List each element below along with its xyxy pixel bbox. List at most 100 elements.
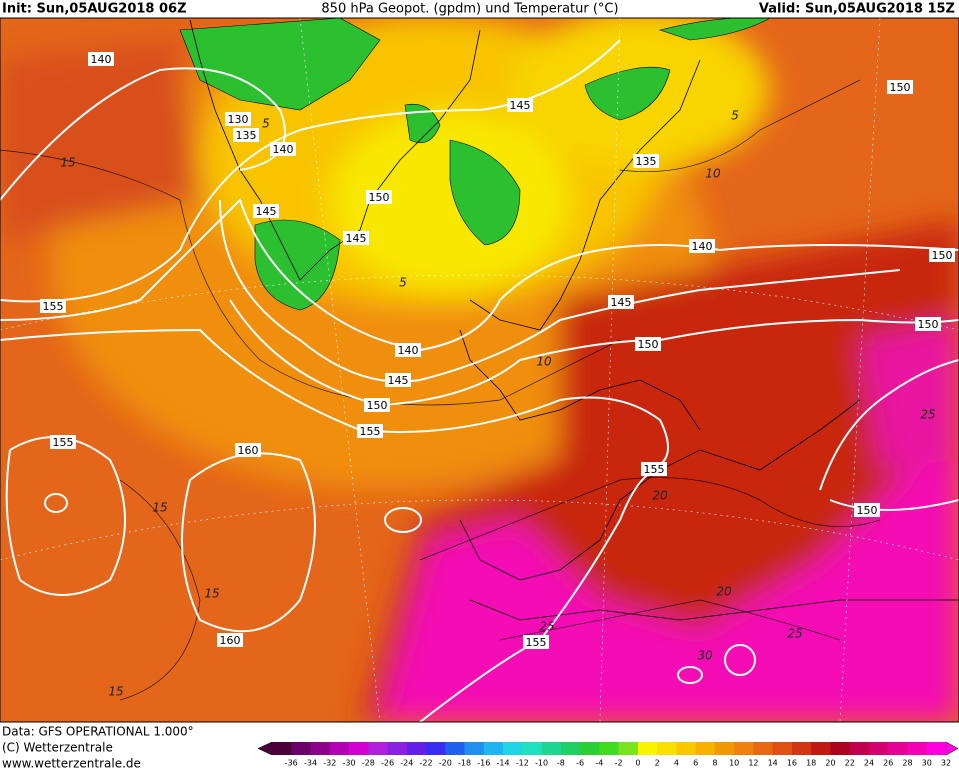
geopotential-label: 145 bbox=[611, 296, 632, 309]
colorbar-tick-label: 4 bbox=[674, 759, 679, 768]
data-source: Data: GFS OPERATIONAL 1.000° bbox=[2, 725, 194, 739]
geopotential-label-box bbox=[225, 112, 251, 126]
colorbar-tick-label: -4 bbox=[595, 759, 603, 768]
geopotential-label: 140 bbox=[398, 344, 419, 357]
temperature-label: 30 bbox=[697, 649, 713, 663]
colorbar-swatch bbox=[618, 742, 639, 755]
colorbar-tick-label: -26 bbox=[381, 759, 394, 768]
colorbar-swatch bbox=[483, 742, 504, 755]
colorbar-swatch bbox=[329, 742, 350, 755]
colorbar-tick-label: -16 bbox=[477, 759, 490, 768]
colorbar-swatch bbox=[714, 742, 735, 755]
colorbar-swatch bbox=[637, 742, 658, 755]
geopotential-label: 145 bbox=[256, 205, 277, 218]
geopotential-label-box bbox=[608, 295, 634, 309]
geopotential-label-box bbox=[635, 337, 661, 351]
geopotential-label-box bbox=[633, 154, 659, 168]
colorbar-swatch bbox=[849, 742, 870, 755]
colorbar-swatch bbox=[830, 742, 851, 755]
temperature-label: 25 bbox=[539, 620, 554, 634]
geopotential-label-box bbox=[235, 443, 261, 457]
geopotential-label: 150 bbox=[369, 191, 390, 204]
temperature-label: 15 bbox=[204, 587, 219, 601]
geopotential-label-box bbox=[887, 80, 913, 94]
geopotential-label-box bbox=[343, 231, 369, 245]
isotherms bbox=[0, 79, 881, 701]
map-title: 850 hPa Geopot. (gpdm) und Temperatur (°… bbox=[321, 2, 618, 17]
geopotential-label: 135 bbox=[636, 155, 657, 168]
colorbar-swatch bbox=[464, 742, 485, 755]
colorbar-tick-label: 0 bbox=[635, 759, 640, 768]
geopotential-label: 140 bbox=[273, 143, 294, 156]
colorbar-tick-label: -22 bbox=[420, 759, 433, 768]
geopotential-label: 145 bbox=[346, 232, 367, 245]
colorbar-swatch bbox=[272, 742, 292, 755]
colorbar-tick-label: -24 bbox=[400, 759, 413, 768]
geopotential-label-box bbox=[395, 343, 421, 357]
geopotential-label-box bbox=[233, 128, 259, 142]
temperature-label: 25 bbox=[787, 627, 802, 641]
colorbar-swatch bbox=[406, 742, 427, 755]
geopotential-label-box bbox=[929, 248, 955, 262]
colorbar-tick-label: 18 bbox=[806, 759, 816, 768]
colorbar-swatch bbox=[868, 742, 889, 755]
colorbar-cap-low bbox=[257, 741, 273, 756]
geopotential-label: 130 bbox=[228, 113, 249, 126]
colorbar-tick-label: 24 bbox=[864, 759, 874, 768]
geopotential-label: 160 bbox=[238, 444, 259, 457]
colorbar-swatch bbox=[503, 742, 523, 755]
geopotential-label-box bbox=[364, 398, 390, 412]
geopotential-label-box bbox=[217, 633, 243, 647]
geopotential-label-box bbox=[40, 299, 66, 313]
colorbar-tick-label: 30 bbox=[922, 759, 932, 768]
init-time: Init: Sun,05AUG2018 06Z bbox=[2, 2, 187, 17]
temperature-label: 20 bbox=[652, 489, 668, 503]
geopotential-label-box bbox=[366, 190, 392, 204]
temperature-label: 15 bbox=[60, 156, 75, 170]
geopotential-label-box bbox=[523, 635, 549, 649]
cold-areas bbox=[179, 18, 771, 311]
colorbar-tick-label: 28 bbox=[902, 759, 912, 768]
colorbar-swatch bbox=[695, 742, 716, 755]
geopotential-label-box bbox=[915, 317, 941, 331]
colorbar-tick-label: -8 bbox=[557, 759, 565, 768]
geopotential-label: 160 bbox=[220, 634, 241, 647]
colorbar-tick-label: -34 bbox=[304, 759, 317, 768]
colorbar-tick-label: -32 bbox=[323, 759, 336, 768]
graticule bbox=[0, 18, 959, 722]
geopotential-label: 145 bbox=[510, 99, 531, 112]
temperature-label: 5 bbox=[262, 117, 270, 131]
temperature-label: 15 bbox=[108, 685, 123, 699]
geopotential-label-box bbox=[507, 98, 533, 112]
geopotential-label: 150 bbox=[857, 504, 878, 517]
colorbar-swatch bbox=[657, 742, 677, 755]
geopotential-label: 150 bbox=[638, 338, 659, 351]
colorbar-swatch bbox=[426, 742, 446, 755]
colorbar-swatch bbox=[753, 742, 773, 755]
colorbar-tick-label: 20 bbox=[825, 759, 835, 768]
colorbar-cap-high bbox=[945, 741, 959, 756]
colorbar-swatch bbox=[368, 742, 388, 755]
colorbar-swatch bbox=[888, 742, 908, 755]
geopotential-label: 150 bbox=[890, 81, 911, 94]
website: www.wetterzentrale.de bbox=[2, 757, 141, 770]
geopotential-label: 145 bbox=[388, 374, 409, 387]
colorbar-tick-label: 2 bbox=[655, 759, 660, 768]
geopotential-label: 150 bbox=[932, 249, 953, 262]
colorbar-tick-label: 26 bbox=[883, 759, 893, 768]
colorbar-tick-label: -30 bbox=[342, 759, 355, 768]
colorbar-tick-label: -10 bbox=[535, 759, 548, 768]
geopotential-label: 155 bbox=[360, 425, 381, 438]
colorbar-swatch bbox=[445, 742, 465, 755]
colorbar-tick-label: -20 bbox=[439, 759, 452, 768]
colorbar-tick-label: -14 bbox=[497, 759, 510, 768]
colorbar-tick-label: 16 bbox=[787, 759, 797, 768]
colorbar-tick-label: -2 bbox=[615, 759, 623, 768]
coastlines bbox=[189, 19, 959, 621]
colorbar-tick-label: 10 bbox=[729, 759, 739, 768]
copyright: (C) Wetterzentrale bbox=[2, 741, 113, 755]
colorbar-tick-label: 22 bbox=[845, 759, 855, 768]
